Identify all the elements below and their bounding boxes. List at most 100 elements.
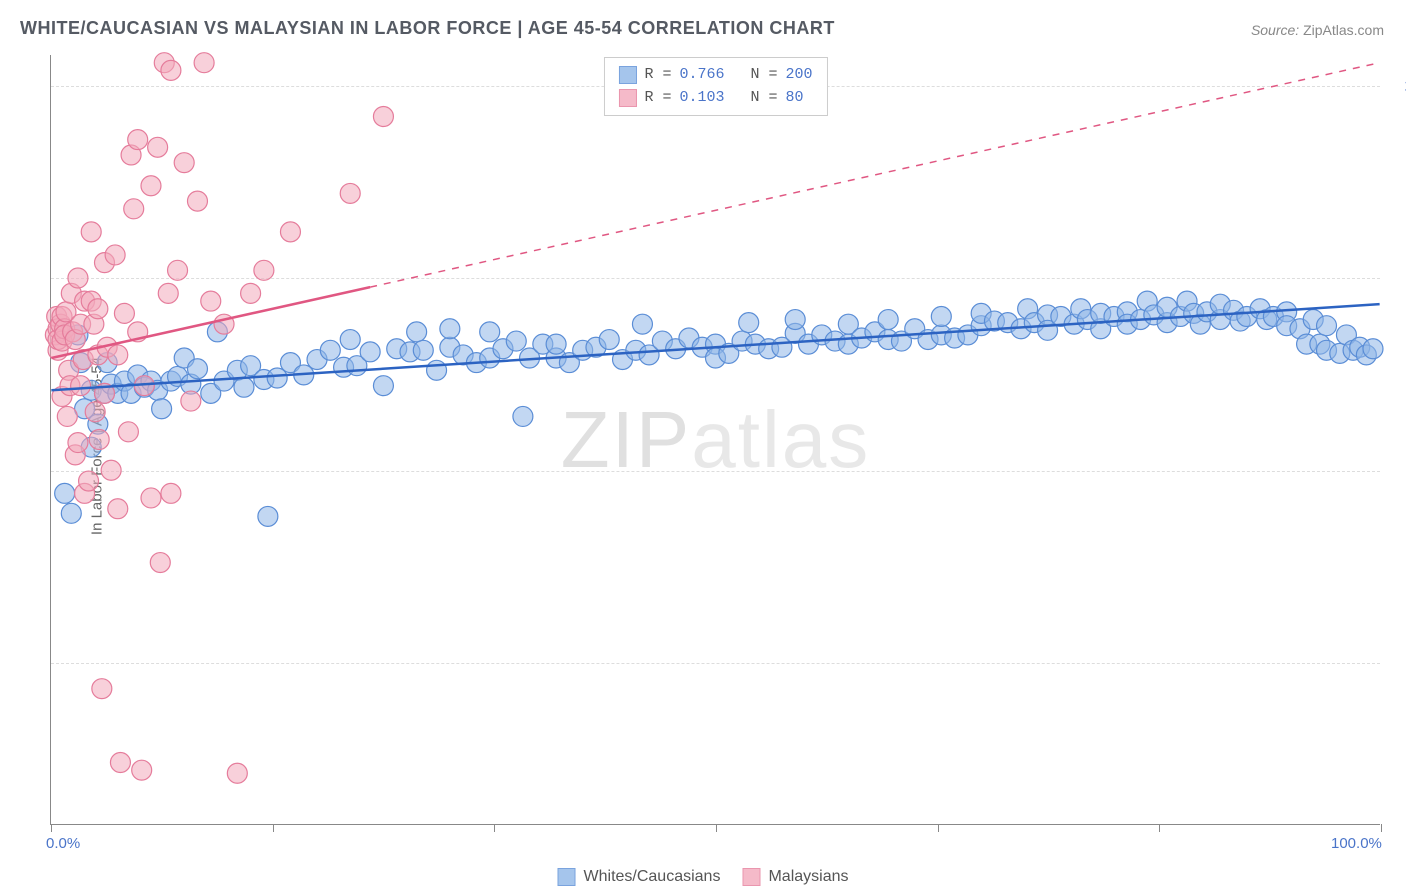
data-point (68, 433, 88, 453)
legend-n-value: 80 (786, 87, 804, 110)
data-point (101, 460, 121, 480)
data-point (85, 402, 105, 422)
data-point (118, 422, 138, 442)
data-point (254, 260, 274, 280)
data-point (108, 499, 128, 519)
data-point (88, 299, 108, 319)
data-point (61, 503, 81, 523)
plot-area: ZIPatlas R = 0.766 N = 200R = 0.103 N = … (50, 55, 1380, 825)
data-point (124, 199, 144, 219)
data-point (55, 483, 75, 503)
legend-swatch (558, 868, 576, 886)
x-tick (1381, 824, 1382, 832)
data-point (181, 391, 201, 411)
x-tick (1159, 824, 1160, 832)
bottom-legend-label: Malaysians (768, 868, 848, 886)
data-point (739, 313, 759, 333)
y-tick-label: 62.5% (1385, 655, 1406, 672)
data-point (168, 260, 188, 280)
data-point (141, 488, 161, 508)
x-tick (273, 824, 274, 832)
data-point (150, 553, 170, 573)
data-point (407, 322, 427, 342)
data-point (427, 360, 447, 380)
data-point (1317, 316, 1337, 336)
source-attribution: Source: ZipAtlas.com (1251, 22, 1384, 38)
legend-row: R = 0.766 N = 200 (618, 64, 812, 87)
legend-n-label: N = (733, 64, 778, 87)
data-point (108, 345, 128, 365)
data-point (599, 330, 619, 350)
bottom-legend-label: Whites/Caucasians (584, 868, 721, 886)
data-point (128, 130, 148, 150)
series-legend: Whites/Caucasians Malaysians (558, 868, 849, 886)
data-point (79, 471, 99, 491)
chart-svg (51, 55, 1380, 824)
trend-line-dashed (370, 63, 1379, 287)
x-tick-label: 0.0% (46, 835, 80, 852)
y-tick-label: 100.0% (1385, 77, 1406, 94)
data-point (480, 322, 500, 342)
data-point (241, 283, 261, 303)
legend-r-value: 0.103 (679, 87, 724, 110)
data-point (878, 310, 898, 330)
data-point (174, 153, 194, 173)
data-point (81, 222, 101, 242)
data-point (187, 359, 207, 379)
data-point (158, 283, 178, 303)
data-point (89, 430, 109, 450)
data-point (92, 679, 112, 699)
data-point (280, 222, 300, 242)
data-point (320, 340, 340, 360)
x-tick (938, 824, 939, 832)
data-point (105, 245, 125, 265)
data-point (258, 506, 278, 526)
data-point (632, 314, 652, 334)
data-point (110, 752, 130, 772)
data-point (161, 483, 181, 503)
x-tick (51, 824, 52, 832)
data-point (373, 376, 393, 396)
data-point (57, 406, 77, 426)
data-point (114, 303, 134, 323)
x-tick-label: 100.0% (1331, 835, 1382, 852)
data-point (187, 191, 207, 211)
data-point (785, 310, 805, 330)
source-label: Source: (1251, 22, 1299, 38)
legend-r-value: 0.766 (679, 64, 724, 87)
data-point (340, 183, 360, 203)
legend-n-label: N = (733, 87, 778, 110)
y-tick-label: 75.0% (1385, 462, 1406, 479)
legend-r-label: R = (644, 64, 671, 87)
legend-swatch (742, 868, 760, 886)
legend-r-label: R = (644, 87, 671, 110)
chart-title: WHITE/CAUCASIAN VS MALAYSIAN IN LABOR FO… (20, 18, 835, 39)
data-point (506, 331, 526, 351)
data-point (227, 763, 247, 783)
data-point (360, 342, 380, 362)
data-point (148, 137, 168, 157)
bottom-legend-item: Malaysians (742, 868, 848, 886)
data-point (68, 268, 88, 288)
data-point (201, 291, 221, 311)
data-point (413, 340, 433, 360)
x-tick (716, 824, 717, 832)
data-point (152, 399, 172, 419)
source-value: ZipAtlas.com (1303, 22, 1384, 38)
data-point (931, 306, 951, 326)
y-tick-label: 87.5% (1385, 270, 1406, 287)
data-point (141, 176, 161, 196)
x-tick (494, 824, 495, 832)
data-point (373, 107, 393, 127)
bottom-legend-item: Whites/Caucasians (558, 868, 721, 886)
data-point (71, 376, 91, 396)
legend-swatch (618, 89, 636, 107)
legend-swatch (618, 66, 636, 84)
data-point (132, 760, 152, 780)
data-point (440, 319, 460, 339)
data-point (546, 334, 566, 354)
data-point (194, 53, 214, 73)
data-point (513, 406, 533, 426)
data-point (340, 330, 360, 350)
data-point (161, 60, 181, 80)
